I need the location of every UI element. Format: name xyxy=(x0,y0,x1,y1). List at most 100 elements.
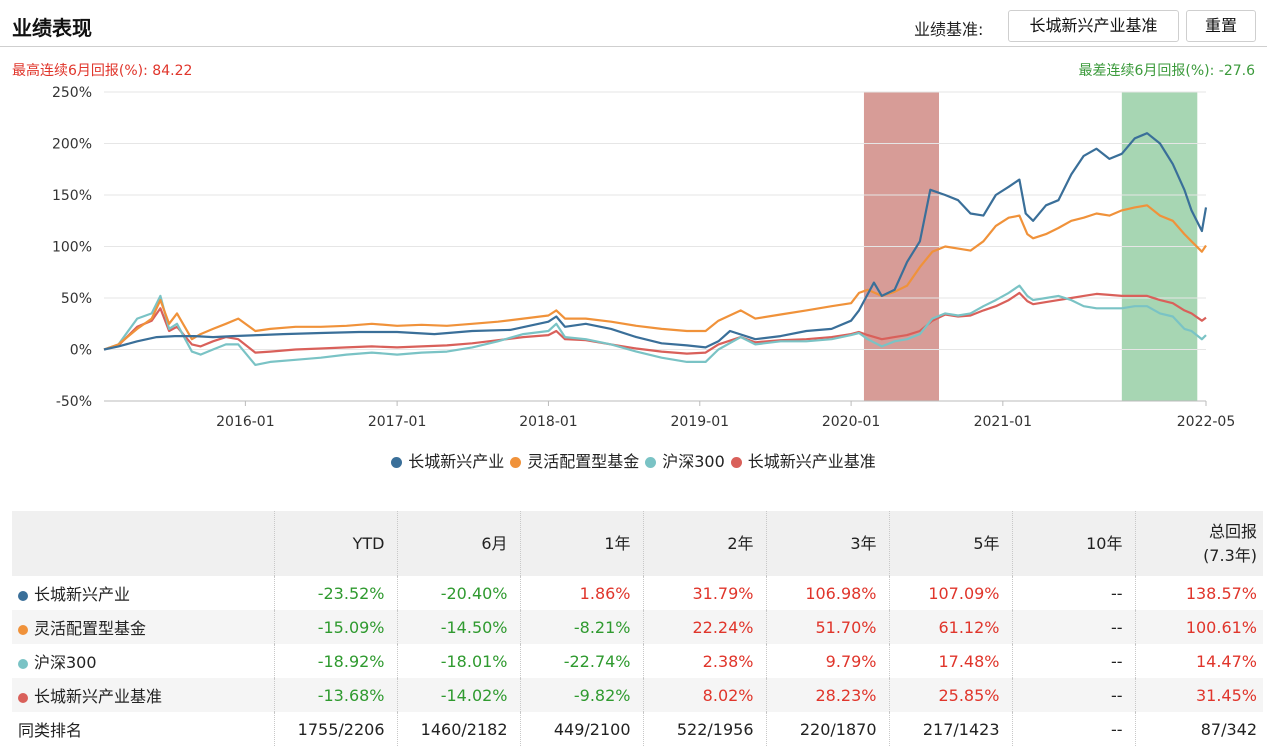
row-name: 灵活配置型基金 xyxy=(12,610,275,644)
rank-cell: 217/1423 xyxy=(889,712,1013,746)
table-cell: 17.48% xyxy=(889,644,1013,678)
table-cell: -20.40% xyxy=(397,576,521,610)
x-tick-label: 2020-01 xyxy=(822,414,881,430)
header-divider xyxy=(0,46,1267,47)
y-tick-label: 50% xyxy=(61,291,92,307)
rank-cell: 1460/2182 xyxy=(397,712,521,746)
table-cell: 51.70% xyxy=(766,610,890,644)
rank-cell: 449/2100 xyxy=(520,712,644,746)
table-cell: 28.23% xyxy=(766,678,890,712)
table-header-2y: 2年 xyxy=(643,511,767,576)
table-header-total: 总回报 (7.3年) xyxy=(1135,511,1263,576)
row-name: 长城新兴产业 xyxy=(12,576,275,610)
y-tick-label: 150% xyxy=(52,188,92,204)
x-tick-label: 2021-01 xyxy=(974,414,1033,430)
series-line-1 xyxy=(103,132,1208,351)
table-cell: 22.24% xyxy=(643,610,767,644)
row-dot-icon xyxy=(18,591,28,601)
x-tick-label: 2019-01 xyxy=(671,414,730,430)
rank-cell: 1755/2206 xyxy=(274,712,398,746)
row-dot-icon xyxy=(18,659,28,669)
table-cell: 31.45% xyxy=(1135,678,1263,712)
legend-dot-icon xyxy=(645,457,657,468)
legend-label: 长城新兴产业 xyxy=(408,452,505,471)
table-header-6m: 6月 xyxy=(397,511,521,576)
row-name-label: 沪深300 xyxy=(34,653,97,672)
reset-button[interactable]: 重置 xyxy=(1186,10,1256,42)
y-tick-label: -50% xyxy=(56,394,92,410)
series-line-2 xyxy=(103,204,1207,351)
legend-dot-icon xyxy=(510,457,522,468)
benchmark-label: 业绩基准: xyxy=(914,20,984,39)
row-name-label: 长城新兴产业 xyxy=(34,585,131,604)
table-cell: 106.98% xyxy=(766,576,890,610)
legend-dot-icon xyxy=(730,457,742,468)
table-cell: -22.74% xyxy=(520,644,644,678)
best-6m-return-label: 最高连续6月回报(%): 84.22 xyxy=(12,63,193,79)
table-row: 长城新兴产业 -23.52% -20.40% 1.86% 31.79% 106.98% 10… xyxy=(12,576,1263,610)
table-cell: -14.02% xyxy=(397,678,521,712)
rank-label: 同类排名 xyxy=(12,712,275,746)
performance-table: YTD 6月 1年 2年 3年 5年 10年 总回报 (7.3年) 长城新兴产业 -… xyxy=(12,511,1263,746)
series-line-4 xyxy=(103,291,1207,355)
legend-item[interactable]: 长城新兴产业 xyxy=(391,448,504,472)
x-tick-label: 2018-01 xyxy=(519,414,578,430)
worst-6m-return-label: 最差连续6月回报(%): -27.6 xyxy=(1078,63,1255,79)
table-header-5y: 5年 xyxy=(889,511,1013,576)
table-header-total-label: 总回报 xyxy=(1208,521,1257,541)
x-tick-label: 2022-05 xyxy=(1177,414,1236,430)
table-header-3y: 3年 xyxy=(766,511,890,576)
chart-legend: 长城新兴产业 灵活配置型基金 沪深300 长城新兴产业基准 xyxy=(0,448,1267,472)
table-header-10y: 10年 xyxy=(1012,511,1136,576)
table-cell: 14.47% xyxy=(1195,651,1257,671)
rank-cell: 87/342 xyxy=(1200,719,1257,739)
table-cell: -18.01% xyxy=(397,644,521,678)
series-line-3 xyxy=(103,284,1207,366)
table-row: 沪深300 -18.92% -18.01% -22.74% 2.38% 9.79% 17.4… xyxy=(12,644,1263,678)
legend-label: 沪深300 xyxy=(662,452,725,471)
table-cell: 2.38% xyxy=(643,644,767,678)
table-cell: 9.79% xyxy=(766,644,890,678)
table-cell: -- xyxy=(1012,576,1136,610)
table-cell: -8.21% xyxy=(520,610,644,644)
legend-item[interactable]: 沪深300 xyxy=(645,448,725,472)
table-cell: -9.82% xyxy=(520,678,644,712)
table-cell: -18.92% xyxy=(274,644,398,678)
rank-cell: 220/1870 xyxy=(766,712,890,746)
legend-item[interactable]: 灵活配置型基金 xyxy=(510,448,639,472)
table-cell: -- xyxy=(1012,610,1136,644)
table-row: 长城新兴产业基准 -13.68% -14.02% -9.82% 8.02% 28.23% 2… xyxy=(12,678,1263,712)
table-header-ytd: YTD xyxy=(274,511,398,576)
table-cell: -13.68% xyxy=(274,678,398,712)
page-title: 业绩表现 xyxy=(12,16,92,40)
table-cell: 8.02% xyxy=(643,678,767,712)
table-cell: 100.61% xyxy=(1135,610,1263,644)
y-tick-label: 250% xyxy=(52,85,92,101)
table-cell: -23.52% xyxy=(274,576,398,610)
table-row: 灵活配置型基金 -15.09% -14.50% -8.21% 22.24% 51.70% 6… xyxy=(12,610,1263,644)
table-cell: -- xyxy=(1012,678,1136,712)
legend-label: 灵活配置型基金 xyxy=(527,452,640,471)
x-tick-label: 2017-01 xyxy=(368,414,427,430)
table-header-row: YTD 6月 1年 2年 3年 5年 10年 总回报 (7.3年) xyxy=(12,511,1263,576)
table-header-1y: 1年 xyxy=(520,511,644,576)
table-header-name xyxy=(12,511,275,576)
row-name: 长城新兴产业基准 xyxy=(12,678,275,712)
table-cell: 25.85% xyxy=(889,678,1013,712)
legend-label: 长城新兴产业基准 xyxy=(747,452,876,471)
x-tick-label: 2016-01 xyxy=(216,414,275,430)
rank-cell: 522/1956 xyxy=(643,712,767,746)
table-cell: -15.09% xyxy=(274,610,398,644)
row-name: 沪深300 xyxy=(12,644,275,678)
row-name-label: 灵活配置型基金 xyxy=(34,619,147,638)
benchmark-select[interactable]: 长城新兴产业基准 xyxy=(1008,10,1179,42)
table-cell: 61.12% xyxy=(889,610,1013,644)
rank-row: 同类排名 1755/2206 1460/2182 449/2100 522/1956 22… xyxy=(12,712,1263,746)
y-tick-label: 0% xyxy=(70,343,92,359)
legend-item[interactable]: 长城新兴产业基准 xyxy=(730,448,876,472)
header-bar: 业绩表现 业绩基准: 长城新兴产业基准 重置 xyxy=(0,0,1267,52)
row-name-label: 长城新兴产业基准 xyxy=(34,687,163,706)
table-cell: 31.79% xyxy=(643,576,767,610)
table-cell: 107.09% xyxy=(889,576,1013,610)
y-tick-label: 100% xyxy=(52,240,92,256)
